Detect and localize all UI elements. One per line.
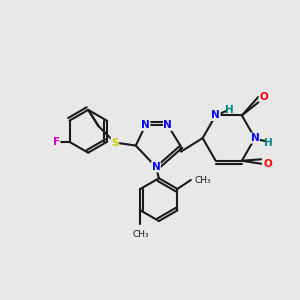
Text: O: O xyxy=(263,159,272,169)
Text: H: H xyxy=(264,138,273,148)
Text: N: N xyxy=(152,162,160,172)
Text: CH₃: CH₃ xyxy=(132,230,149,239)
Text: H: H xyxy=(225,104,233,115)
Text: O: O xyxy=(259,92,268,102)
Text: N: N xyxy=(250,133,259,143)
Text: F: F xyxy=(53,137,60,147)
Text: N: N xyxy=(164,120,172,130)
Text: S: S xyxy=(111,138,119,148)
Text: N: N xyxy=(211,110,220,121)
Text: N: N xyxy=(141,120,150,130)
Text: CH₃: CH₃ xyxy=(194,176,211,184)
